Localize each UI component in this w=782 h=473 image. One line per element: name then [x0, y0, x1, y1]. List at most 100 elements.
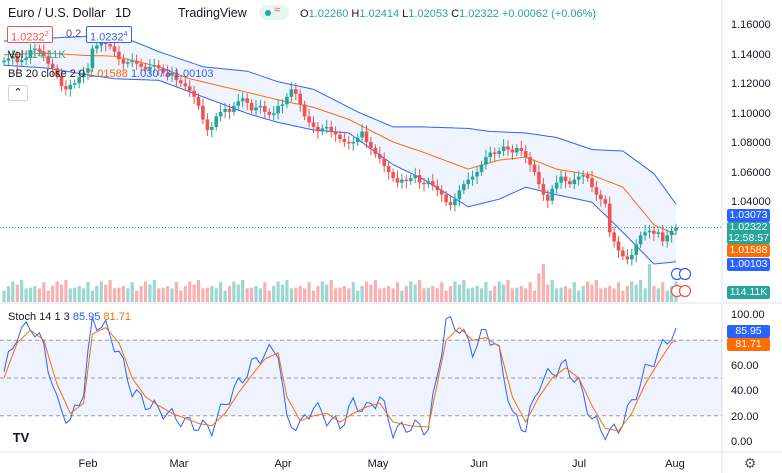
volume-bar: [466, 288, 470, 302]
candle-body: [369, 142, 373, 148]
volume-bar: [59, 284, 64, 302]
candle-body: [254, 107, 258, 111]
candle-body: [408, 178, 413, 182]
volume-bar: [448, 286, 453, 302]
symbol-title[interactable]: Euro / U.S. Dollar: [8, 6, 106, 20]
stoch-k-badge: 85.95: [727, 325, 770, 338]
volume-bar: [457, 284, 461, 302]
candle-body: [245, 98, 249, 103]
volume-bar: [519, 286, 523, 302]
stoch-tick: 20.00: [731, 411, 759, 423]
bb-legend-lower: 1.00103: [173, 68, 214, 80]
candle-body: [665, 235, 669, 242]
sell-price-sup: 2: [44, 31, 49, 38]
stoch-tick: 60.00: [731, 360, 759, 372]
brand-label: TradingView: [178, 6, 247, 20]
volume-bar: [245, 288, 249, 302]
bb-legend-upper: 1.03073: [130, 68, 171, 80]
volume-bar: [488, 290, 492, 302]
stoch-legend[interactable]: Stoch 14 1 3 85.95 81.71: [8, 311, 131, 323]
volume-bar: [515, 287, 519, 302]
buy-price: 1.0232: [90, 31, 124, 44]
candle-body: [506, 146, 510, 150]
sell-button[interactable]: 1.02322: [7, 26, 53, 44]
collapse-legend-button[interactable]: ⌃: [8, 85, 28, 101]
candle-body: [546, 194, 550, 201]
stoch-d-line: [3, 326, 677, 432]
event-marker-icon: [678, 267, 692, 281]
volume-bar: [413, 284, 417, 302]
price-tick: 1.16000: [731, 19, 771, 31]
candle-body: [307, 116, 311, 123]
candle-body: [298, 93, 302, 105]
candle-body: [422, 182, 426, 185]
volume-bar: [104, 284, 108, 302]
candle-body: [541, 184, 546, 195]
volume-bar: [263, 282, 267, 302]
time-tick: Apr: [274, 458, 292, 470]
candle-body: [117, 51, 121, 60]
candle-body: [400, 179, 404, 183]
volume-bar: [24, 288, 28, 302]
volume-bar: [634, 284, 638, 302]
bb-lower-badge: 1.00103: [727, 258, 770, 271]
interval-label[interactable]: 1D: [115, 6, 131, 20]
volume-legend[interactable]: Vol 114.11K: [8, 49, 66, 61]
volume-bar: [250, 287, 254, 302]
candle-body: [599, 194, 603, 200]
volume-bar: [117, 287, 121, 302]
candle-body: [289, 89, 294, 97]
volume-bar: [174, 282, 178, 302]
volume-bar: [479, 288, 484, 302]
ohlc-close-label: C: [451, 8, 460, 20]
volume-bar: [590, 284, 594, 302]
volume-bar: [656, 288, 660, 302]
volume-bar: [33, 286, 37, 302]
volume-bar: [502, 284, 506, 302]
candle-body: [457, 190, 462, 200]
buy-button[interactable]: 1.02324: [86, 26, 132, 44]
settings-gear-icon[interactable]: ⚙: [743, 455, 757, 471]
candle-body: [37, 48, 42, 52]
volume-bar: [241, 280, 245, 302]
bb-legend[interactable]: BB 20 close 2 0 1.01588 1.03073 1.00103: [8, 68, 214, 80]
volume-legend-label: Vol: [8, 49, 24, 61]
volume-bar: [46, 290, 50, 302]
volume-bar: [404, 286, 408, 302]
volume-bar: [652, 286, 656, 302]
candle-body: [46, 56, 50, 64]
candle-body: [267, 111, 272, 115]
volume-bar: [298, 286, 302, 302]
volume-bar: [161, 287, 165, 302]
candle-body: [572, 179, 577, 185]
volume-bar: [391, 288, 395, 302]
time-tick: Jul: [571, 458, 587, 470]
candle-body: [218, 111, 223, 117]
volume-bar: [475, 286, 479, 302]
volume-bar: [418, 280, 422, 302]
candle-body: [594, 187, 599, 195]
candle-body: [355, 137, 360, 142]
candle-body: [466, 179, 470, 185]
candle-body: [360, 131, 364, 138]
volume-bar: [316, 286, 320, 302]
candle-body: [621, 250, 625, 257]
volume-bar: [294, 287, 298, 302]
time-tick: Aug: [665, 458, 685, 470]
candle-body: [643, 232, 647, 236]
candle-body: [294, 89, 298, 94]
candle-body: [121, 59, 126, 64]
tradingview-logo-icon[interactable]: TV: [12, 430, 30, 445]
candle-body: [196, 96, 201, 106]
market-status-icon[interactable]: ≈: [259, 4, 289, 20]
ohlc-high-label: H: [351, 8, 360, 20]
volume-bar: [378, 288, 382, 302]
candle-body: [342, 139, 347, 142]
candle-body: [11, 56, 15, 59]
volume-bar: [311, 290, 316, 302]
candle-body: [161, 68, 165, 73]
volume-bar: [236, 284, 240, 302]
bb-legend-label: BB 20 close 2 0: [8, 68, 86, 80]
price-tick: 1.06000: [731, 167, 771, 179]
